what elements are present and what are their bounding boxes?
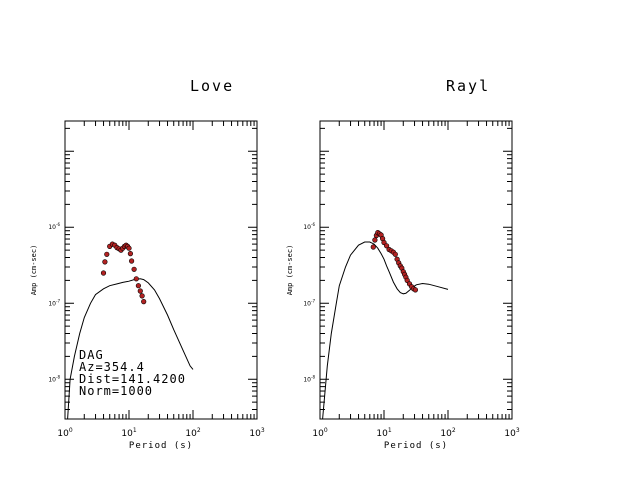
data-point bbox=[102, 259, 108, 265]
y-tick-label: 10-6 bbox=[303, 222, 315, 231]
model-curve bbox=[67, 278, 194, 420]
data-point bbox=[129, 258, 135, 264]
y-tick-label: 10-8 bbox=[48, 374, 60, 383]
azimuth-value: Az=354.4 bbox=[79, 360, 145, 374]
data-point bbox=[127, 251, 133, 257]
data-point bbox=[126, 245, 132, 251]
data-point bbox=[384, 243, 390, 249]
data-point bbox=[137, 288, 143, 294]
data-point bbox=[100, 270, 107, 276]
data-point bbox=[370, 244, 376, 250]
x-tick-label: 103 bbox=[504, 427, 519, 439]
x-tick-label: 101 bbox=[121, 427, 136, 439]
rayl-y-axis-label: Amp (cm-sec) bbox=[286, 245, 294, 296]
rayl-title: Rayl bbox=[446, 77, 490, 95]
station-info: DAG Az=354.4 Dist=141.4200 Norm=1000 bbox=[79, 348, 186, 398]
x-tick-label: 103 bbox=[249, 427, 264, 439]
data-point bbox=[133, 276, 139, 282]
love-title: Love bbox=[190, 77, 234, 95]
distance-value: Dist=141.4200 bbox=[79, 372, 186, 386]
data-point bbox=[104, 251, 110, 257]
rayl-data-marks bbox=[322, 230, 449, 420]
model-curve bbox=[322, 241, 449, 420]
y-tick-label: 10-7 bbox=[48, 298, 60, 307]
x-tick-label: 100 bbox=[57, 427, 72, 439]
x-tick-label: 102 bbox=[185, 427, 200, 439]
x-tick-label: 100 bbox=[312, 427, 327, 439]
rayl-plot-frame bbox=[319, 120, 513, 420]
y-tick-label: 10-8 bbox=[303, 374, 315, 383]
data-point bbox=[135, 283, 141, 289]
data-point bbox=[372, 237, 378, 243]
data-point bbox=[131, 266, 137, 272]
x-tick-label: 101 bbox=[376, 427, 391, 439]
love-axes: 100 101 102 103 10-8 10-7 10-6 bbox=[48, 121, 265, 439]
rayl-panel: Rayl 100 101 102 103 10-8 10-7 10-6 Period (s)… bbox=[286, 77, 520, 451]
x-tick-label: 102 bbox=[440, 427, 455, 439]
norm-value: Norm=1000 bbox=[79, 384, 153, 398]
rayl-x-axis-label: Period (s) bbox=[384, 441, 448, 451]
love-x-axis-label: Period (s) bbox=[129, 441, 193, 451]
love-plot-frame bbox=[64, 120, 258, 420]
y-tick-label: 10-7 bbox=[303, 298, 315, 307]
data-point bbox=[412, 287, 419, 293]
rayl-axes: 100 101 102 103 10-8 10-7 10-6 bbox=[303, 121, 520, 439]
love-panel: Love 100 101 102 103 10-8 10-7 10-6 Period (s)… bbox=[30, 77, 265, 451]
love-y-axis-label: Amp (cm-sec) bbox=[30, 245, 38, 296]
station-name: DAG bbox=[79, 348, 104, 362]
love-data-marks bbox=[67, 241, 194, 420]
data-point bbox=[141, 299, 147, 305]
data-point bbox=[139, 293, 145, 299]
y-tick-label: 10-6 bbox=[48, 222, 60, 231]
data-point bbox=[392, 251, 398, 257]
